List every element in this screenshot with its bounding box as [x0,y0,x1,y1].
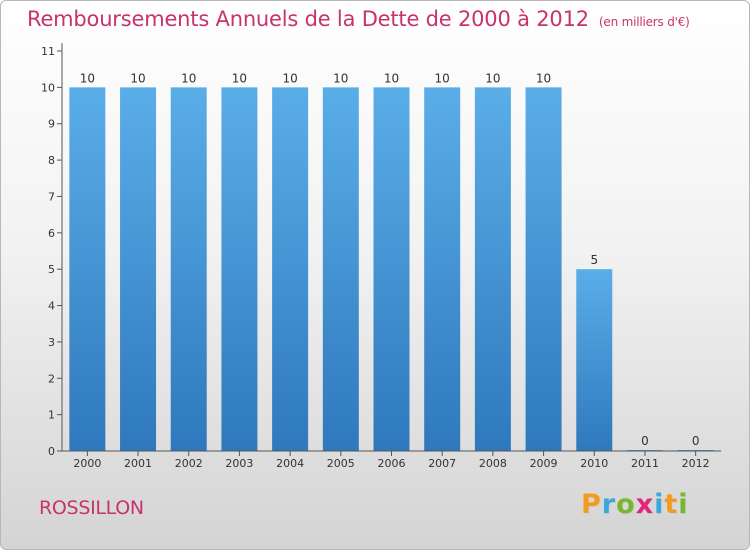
x-tick-label: 2009 [530,457,558,470]
y-tick-label: 5 [48,263,55,276]
x-tick-label: 2000 [73,457,101,470]
commune-name: ROSSILLON [39,497,144,519]
bar [576,269,613,451]
chart-title-text: Remboursements Annuels de la Dette de 20… [27,7,589,31]
data-label: 0 [692,434,700,448]
logo-letter: x [635,489,655,520]
x-tick-label: 2002 [175,457,203,470]
data-label: 0 [641,434,649,448]
logo-letter: i [678,489,689,520]
y-tick-label: 3 [48,336,55,349]
x-tick-label: 2008 [479,457,507,470]
bar [120,87,157,451]
x-tick-label: 2007 [428,457,456,470]
y-tick-label: 0 [48,445,55,458]
bar [373,87,410,451]
logo-letter: t [664,489,679,520]
chart-title: Remboursements Annuels de la Dette de 20… [27,7,690,31]
proxiti-logo: Proxiti [581,489,689,520]
data-label: 10 [384,71,399,85]
logo-letter: i [654,489,665,520]
logo-letter: r [601,489,617,520]
logo-letter: o [616,489,636,520]
y-tick-label: 11 [41,45,55,58]
data-label: 10 [232,71,247,85]
x-tick-label: 2001 [124,457,152,470]
y-tick-label: 7 [48,190,55,203]
y-tick-label: 9 [48,118,55,131]
bar [322,87,359,451]
x-tick-label: 2003 [225,457,253,470]
data-label: 10 [282,71,297,85]
data-label: 10 [485,71,500,85]
chart-unit: (en milliers d'€) [598,15,690,29]
data-label: 10 [181,71,196,85]
y-tick-label: 8 [48,154,55,167]
bar [474,87,511,451]
bar [272,87,309,451]
bar [525,87,562,451]
x-tick-label: 2005 [327,457,355,470]
data-label: 5 [590,253,598,267]
x-tick-label: 2012 [682,457,710,470]
data-label: 10 [333,71,348,85]
x-tick-label: 2004 [276,457,304,470]
logo-letter: P [581,489,602,520]
y-tick-label: 2 [48,372,55,385]
data-label: 10 [80,71,95,85]
x-tick-label: 2011 [631,457,659,470]
data-label: 10 [130,71,145,85]
bar [170,87,207,451]
data-label: 10 [435,71,450,85]
x-tick-label: 2006 [378,457,406,470]
y-tick-label: 10 [41,81,55,94]
bar [69,87,106,451]
y-tick-label: 1 [48,409,55,422]
x-tick-label: 2010 [580,457,608,470]
bar [424,87,461,451]
bar [221,87,258,451]
y-tick-label: 4 [48,300,55,313]
y-tick-label: 6 [48,227,55,240]
data-label: 10 [536,71,551,85]
